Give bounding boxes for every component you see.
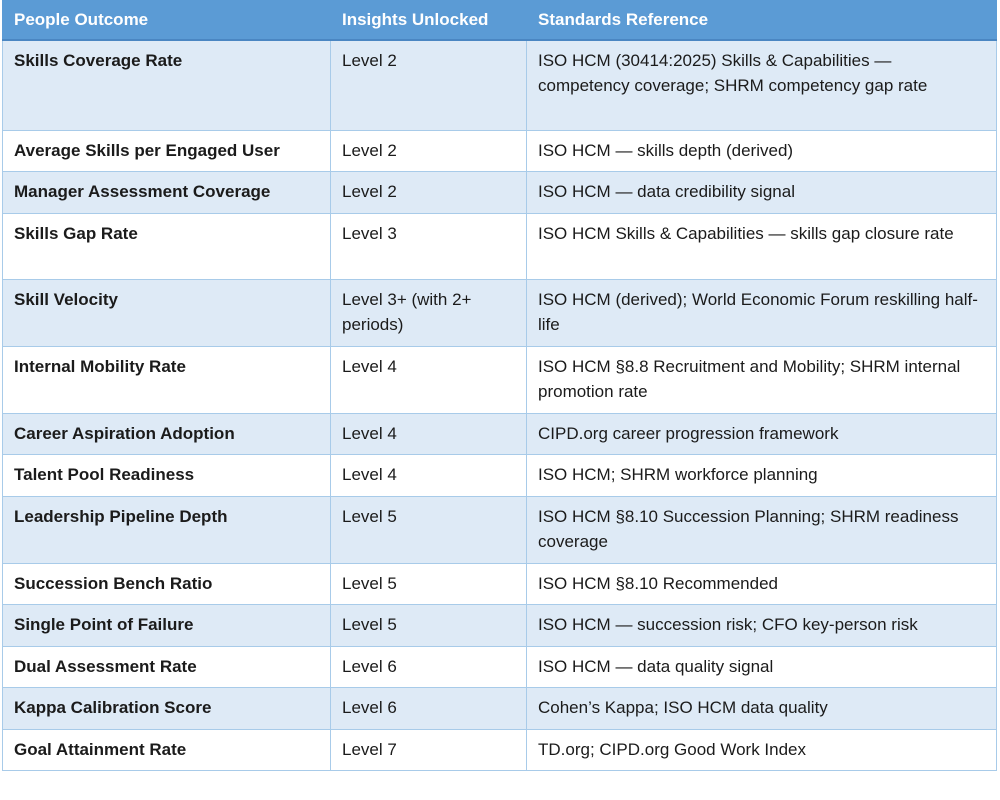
table-row: Dual Assessment Rate Level 6 ISO HCM — d…	[2, 645, 997, 688]
cell-outcome: Internal Mobility Rate	[2, 345, 331, 414]
cell-reference: ISO HCM §8.10 Succession Planning; SHRM …	[526, 495, 997, 564]
table-row: Kappa Calibration Score Level 6 Cohen’s …	[2, 687, 997, 730]
cell-reference: ISO HCM — skills depth (derived)	[526, 129, 997, 172]
cell-level: Level 2	[330, 129, 527, 172]
cell-level: Level 6	[330, 687, 527, 730]
cell-outcome: Succession Bench Ratio	[2, 562, 331, 605]
cell-reference: ISO HCM — data quality signal	[526, 645, 997, 688]
cell-reference: ISO HCM; SHRM workforce planning	[526, 454, 997, 497]
header-people-outcome: People Outcome	[2, 0, 331, 41]
cell-level: Level 3	[330, 212, 527, 280]
cell-level: Level 6	[330, 645, 527, 688]
cell-level: Level 5	[330, 562, 527, 605]
cell-reference: ISO HCM — succession risk; CFO key-perso…	[526, 604, 997, 647]
table-row: Skills Coverage Rate Level 2 ISO HCM (30…	[2, 39, 997, 131]
cell-reference: Cohen’s Kappa; ISO HCM data quality	[526, 687, 997, 730]
cell-level: Level 4	[330, 345, 527, 414]
cell-reference: ISO HCM (30414:2025) Skills & Capabiliti…	[526, 39, 997, 131]
table-row: Single Point of Failure Level 5 ISO HCM …	[2, 604, 997, 647]
cell-reference: ISO HCM §8.10 Recommended	[526, 562, 997, 605]
cell-reference: ISO HCM — data credibility signal	[526, 171, 997, 214]
cell-outcome: Leadership Pipeline Depth	[2, 495, 331, 564]
cell-reference: ISO HCM §8.8 Recruitment and Mobility; S…	[526, 345, 997, 414]
table-header: People Outcome Insights Unlocked Standar…	[2, 0, 997, 41]
cell-level: Level 5	[330, 495, 527, 564]
cell-outcome: Kappa Calibration Score	[2, 687, 331, 730]
cell-reference: TD.org; CIPD.org Good Work Index	[526, 728, 997, 771]
table-row: Succession Bench Ratio Level 5 ISO HCM §…	[2, 562, 997, 605]
cell-level: Level 5	[330, 604, 527, 647]
cell-outcome: Career Aspiration Adoption	[2, 412, 331, 455]
table-body: Skills Coverage Rate Level 2 ISO HCM (30…	[2, 39, 997, 771]
cell-outcome: Single Point of Failure	[2, 604, 331, 647]
cell-reference: ISO HCM Skills & Capabilities — skills g…	[526, 212, 997, 280]
cell-outcome: Goal Attainment Rate	[2, 728, 331, 771]
cell-outcome: Skills Coverage Rate	[2, 39, 331, 131]
table-row: Skill Velocity Level 3+ (with 2+ periods…	[2, 278, 997, 347]
table-row: Manager Assessment Coverage Level 2 ISO …	[2, 171, 997, 214]
cell-outcome: Average Skills per Engaged User	[2, 129, 331, 172]
table-row: Talent Pool Readiness Level 4 ISO HCM; S…	[2, 454, 997, 497]
cell-level: Level 7	[330, 728, 527, 771]
table-row: Average Skills per Engaged User Level 2 …	[2, 129, 997, 172]
cell-reference: CIPD.org career progression framework	[526, 412, 997, 455]
cell-outcome: Skill Velocity	[2, 278, 331, 347]
cell-outcome: Dual Assessment Rate	[2, 645, 331, 688]
cell-reference: ISO HCM (derived); World Economic Forum …	[526, 278, 997, 347]
cell-level: Level 4	[330, 412, 527, 455]
header-row: People Outcome Insights Unlocked Standar…	[2, 0, 997, 41]
table-row: Leadership Pipeline Depth Level 5 ISO HC…	[2, 495, 997, 564]
table-row: Skills Gap Rate Level 3 ISO HCM Skills &…	[2, 212, 997, 280]
people-outcome-standards-table: People Outcome Insights Unlocked Standar…	[2, 0, 997, 771]
cell-level: Level 3+ (with 2+ periods)	[330, 278, 527, 347]
cell-level: Level 4	[330, 454, 527, 497]
cell-level: Level 2	[330, 39, 527, 131]
table-row: Internal Mobility Rate Level 4 ISO HCM §…	[2, 345, 997, 414]
cell-outcome: Skills Gap Rate	[2, 212, 331, 280]
cell-outcome: Talent Pool Readiness	[2, 454, 331, 497]
table-row: Goal Attainment Rate Level 7 TD.org; CIP…	[2, 728, 997, 771]
cell-outcome: Manager Assessment Coverage	[2, 171, 331, 214]
maturity-table-container: People Outcome Insights Unlocked Standar…	[2, 0, 997, 771]
header-standards-reference: Standards Reference	[526, 0, 997, 41]
cell-level: Level 2	[330, 171, 527, 214]
table-row: Career Aspiration Adoption Level 4 CIPD.…	[2, 412, 997, 455]
header-insights-unlocked: Insights Unlocked	[330, 0, 527, 41]
